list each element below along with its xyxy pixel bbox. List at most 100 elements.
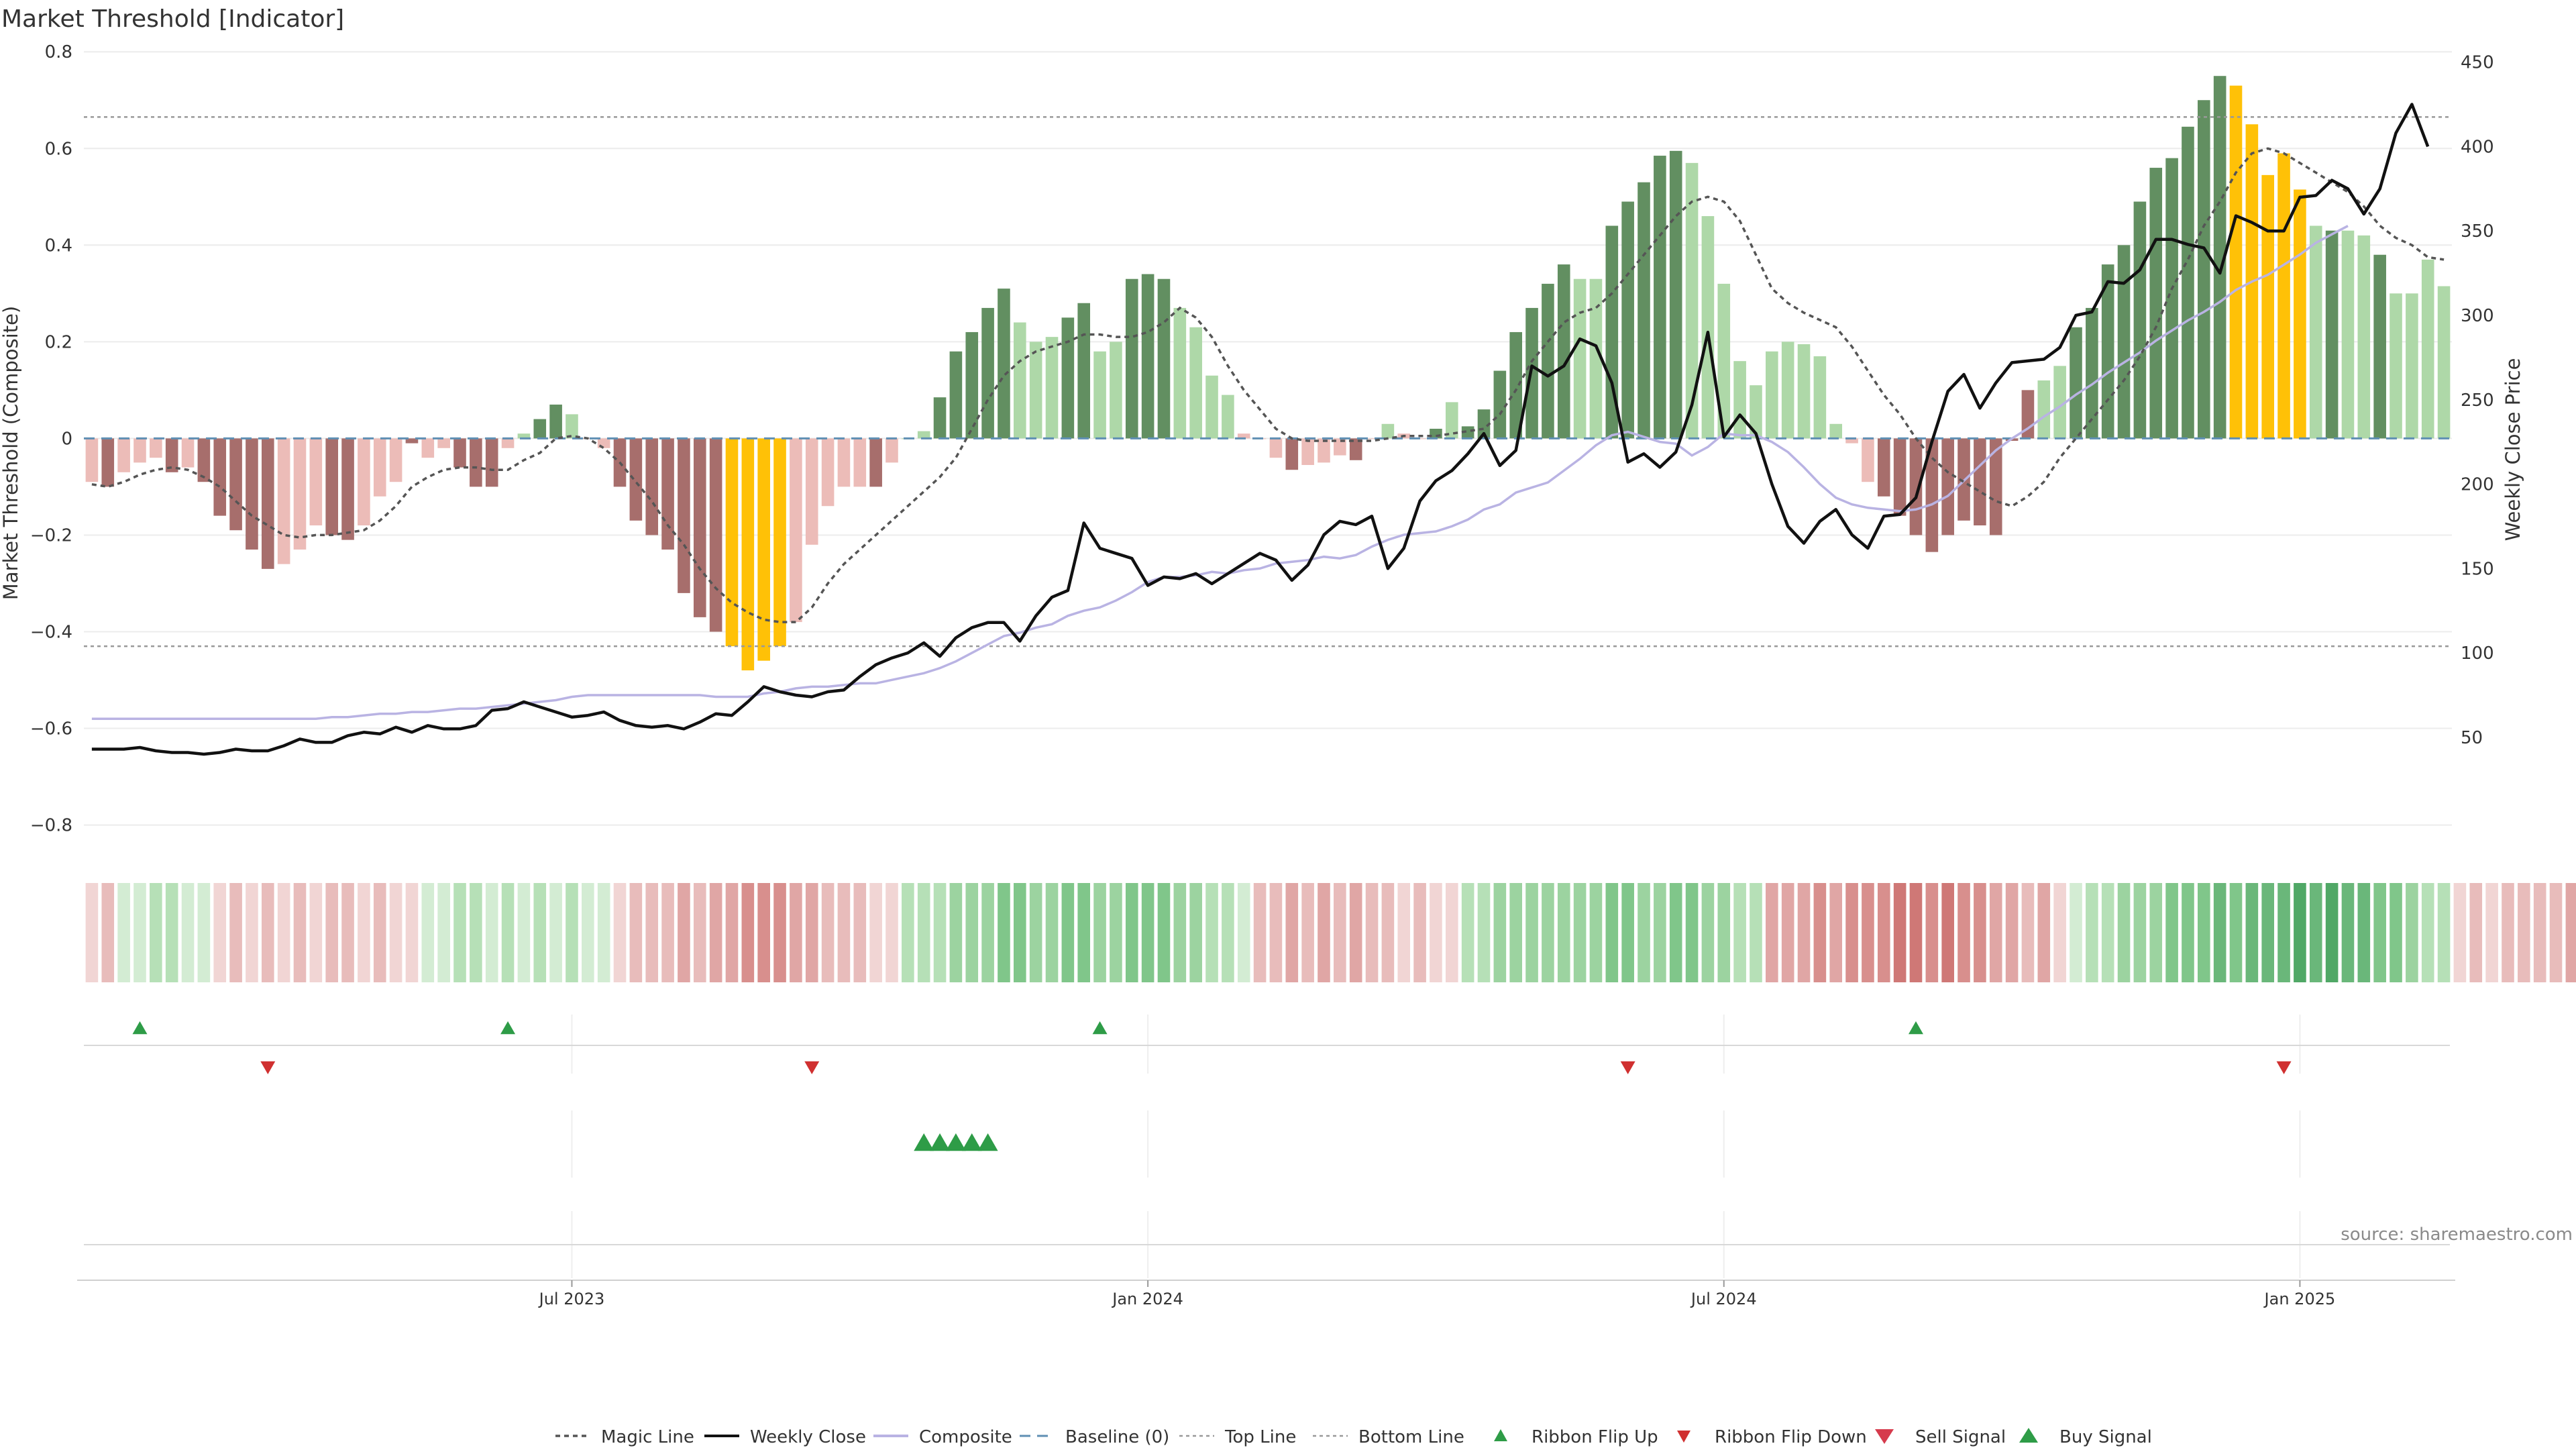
composite-bar <box>1269 438 1283 458</box>
ribbon-cell <box>2133 883 2147 982</box>
legend-label: Buy Signal <box>2059 1427 2152 1447</box>
composite-bar <box>1685 162 1699 439</box>
ribbon-flip-down-marker <box>260 1061 276 1074</box>
composite-bar <box>1014 322 1026 439</box>
composite-bar <box>1893 438 1907 516</box>
ribbon-cell <box>837 883 851 982</box>
ribbon-cell <box>1125 883 1138 982</box>
composite-bar <box>1813 356 1827 439</box>
ribbon-cell <box>725 883 739 982</box>
ribbon-cell <box>2070 883 2082 982</box>
composite-bar <box>1862 438 1874 482</box>
composite-bar <box>1557 264 1570 439</box>
ribbon-cell <box>1445 883 1458 982</box>
ribbon-cell <box>150 883 162 982</box>
ribbon-cell <box>1621 883 1634 982</box>
ribbon-cell <box>2309 883 2322 982</box>
composite-bar <box>453 438 466 468</box>
composite-bar <box>1318 438 1330 463</box>
grid <box>84 51 2452 1278</box>
ribbon-cell <box>2341 883 2355 982</box>
ribbon-cell <box>757 883 770 982</box>
composite-bar <box>197 438 211 482</box>
ribbon-cell <box>2182 883 2194 982</box>
composite-bar <box>1733 361 1746 439</box>
legend-swatch <box>1875 1429 1894 1444</box>
ribbon-cell <box>2245 883 2259 982</box>
composite-bar <box>1349 438 1362 460</box>
composite-bar <box>1493 370 1507 439</box>
composite-bar <box>1093 351 1106 439</box>
legend-label: Composite <box>919 1427 1012 1447</box>
ribbon-cell <box>1493 883 1507 982</box>
y-axis-left-label: Market Threshold (Composite) <box>0 306 22 600</box>
ribbon-cell <box>885 883 898 982</box>
composite-bar <box>1797 344 1811 439</box>
composite-bar <box>2390 293 2402 439</box>
composite-bar <box>246 438 258 550</box>
y-tick-left-label: −0.8 <box>30 816 72 836</box>
x-tick-label: Jul 2024 <box>1690 1290 1757 1308</box>
ribbon-cell <box>1573 883 1587 982</box>
ribbon-cell <box>1509 883 1522 982</box>
ribbon-flip-down-marker <box>804 1061 820 1074</box>
series-lines <box>84 103 2452 756</box>
composite-bar <box>1717 283 1731 439</box>
composite-bar <box>1173 307 1187 439</box>
ribbon-cell <box>1589 883 1603 982</box>
composite-bar <box>885 438 898 463</box>
ribbon-cell <box>1781 883 1794 982</box>
legend-item: Magic Line <box>555 1427 694 1447</box>
composite-bar <box>2117 245 2131 439</box>
composite-bar <box>2182 126 2194 439</box>
ribbon-cell <box>981 883 994 982</box>
ribbon-cell <box>1717 883 1731 982</box>
composite-bar <box>421 438 435 458</box>
composite-bar <box>790 438 802 623</box>
ribbon-cell <box>853 883 867 982</box>
ribbon-cell <box>1413 883 1426 982</box>
ribbon-cell <box>693 883 706 982</box>
composite-bar <box>2357 235 2371 439</box>
y-tick-left-label: −0.2 <box>30 525 72 546</box>
composite-bar <box>437 438 450 448</box>
ribbon-cell <box>325 883 338 982</box>
ribbon-cell <box>389 883 402 982</box>
ribbon-cell <box>2406 883 2418 982</box>
y-tick-right-label: 450 <box>2461 53 2494 73</box>
composite-bar <box>165 438 178 472</box>
y-tick-left-label: −0.4 <box>30 622 72 642</box>
ribbon-cell <box>133 883 146 982</box>
composite-bar <box>2437 286 2451 439</box>
composite-bar <box>1222 395 1234 439</box>
composite-bar <box>2165 158 2178 439</box>
ribbon-cell <box>1750 883 1762 982</box>
composite-bar <box>1110 342 1122 439</box>
y-tick-left-label: 0.2 <box>45 332 72 352</box>
y-tick-right-label: 200 <box>2461 475 2494 495</box>
composite-bar <box>2309 225 2322 439</box>
composite-bar <box>1237 433 1250 439</box>
ribbon-cell <box>1941 883 1954 982</box>
ribbon-cell <box>1877 883 1890 982</box>
ribbon-cell <box>2021 883 2035 982</box>
composite-bars <box>85 76 2451 671</box>
composite-bar <box>1605 225 1619 439</box>
ribbon-cell <box>341 883 354 982</box>
composite-bar <box>1573 278 1587 439</box>
ribbon-cell <box>1222 883 1234 982</box>
composite-bar <box>2149 168 2163 439</box>
y-tick-left-label: 0.4 <box>45 236 72 256</box>
ribbon-cell <box>1077 883 1091 982</box>
ribbon-cell <box>1829 883 1843 982</box>
ribbon-cell <box>773 883 786 982</box>
composite-bar <box>2294 189 2306 439</box>
legend-label: Ribbon Flip Down <box>1715 1427 1867 1447</box>
ribbon-flip-up-marker <box>500 1021 516 1035</box>
ribbon-cell <box>2005 883 2019 982</box>
ribbon-cell <box>2229 883 2243 982</box>
ribbon-cell <box>949 883 963 982</box>
composite-bar <box>805 438 818 545</box>
ribbon-cell <box>582 883 594 982</box>
